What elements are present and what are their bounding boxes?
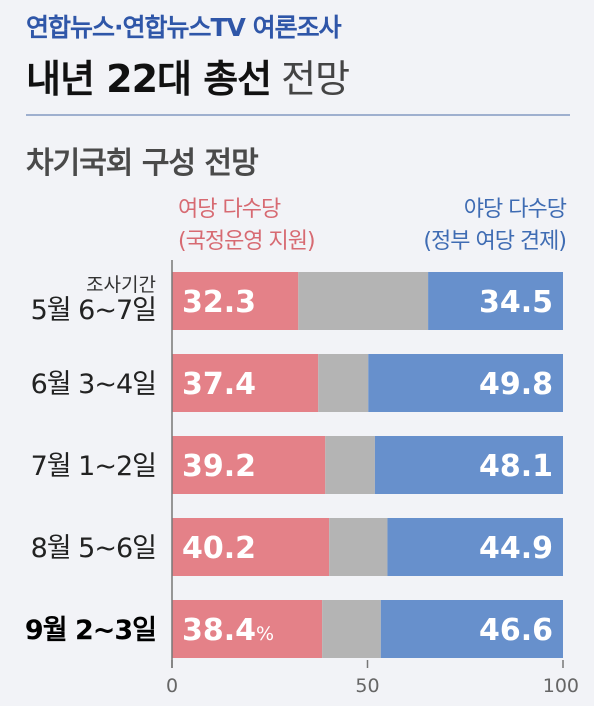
legend-opposition: 야당 다수당 (정부 여당 견제) bbox=[423, 194, 567, 258]
neutral-segment-4 bbox=[322, 600, 381, 658]
category-label-1: 6월 3~4일 bbox=[31, 369, 156, 400]
headline-light: 전망 bbox=[281, 57, 350, 101]
divider bbox=[26, 114, 570, 116]
opposition-segment-1 bbox=[368, 354, 563, 412]
ruling-segment-1 bbox=[172, 354, 319, 412]
opposition-segment-3 bbox=[387, 518, 563, 576]
x-tick-label-1: 50 bbox=[355, 675, 379, 697]
opposition-segment-2 bbox=[374, 436, 563, 494]
ruling-value-label-0: 32.3 bbox=[182, 285, 256, 320]
category-label-3: 8월 5~6일 bbox=[31, 533, 156, 564]
neutral-segment-2 bbox=[325, 436, 375, 494]
opposition-value-label-1: 49.8 bbox=[479, 367, 553, 402]
neutral-segment-3 bbox=[329, 518, 388, 576]
source-label: 연합뉴스·연합뉴스TV 여론조사 bbox=[26, 13, 342, 42]
opposition-value-label-0: 34.5 bbox=[479, 285, 553, 320]
category-label-4: 9월 2~3일 bbox=[25, 615, 156, 646]
headline: 내년 22대 총선 전망 bbox=[26, 48, 350, 103]
opposition-value-label-3: 44.9 bbox=[479, 531, 553, 566]
legend-opposition-line1: 야당 다수당 bbox=[463, 197, 567, 222]
category-label-2: 7월 1~2일 bbox=[31, 451, 156, 482]
opposition-value-label-4: 46.6 bbox=[479, 613, 553, 648]
neutral-segment-1 bbox=[318, 354, 369, 412]
period-header: 조사기간 bbox=[86, 274, 156, 296]
headline-strong: 내년 22대 총선 bbox=[26, 57, 272, 101]
ruling-value-label-1: 37.4 bbox=[182, 367, 256, 402]
ruling-segment-3 bbox=[172, 518, 330, 576]
x-tick-label-0: 0 bbox=[166, 675, 178, 697]
opposition-value-label-2: 48.1 bbox=[479, 449, 553, 484]
ruling-value-label-2: 39.2 bbox=[182, 449, 256, 484]
opposition-segment-0 bbox=[428, 272, 563, 330]
ruling-value-unit: % bbox=[256, 623, 274, 645]
legend-ruling-line1: 여당 다수당 bbox=[178, 197, 281, 222]
opposition-segment-4 bbox=[380, 600, 563, 658]
ruling-segment-4 bbox=[172, 600, 323, 658]
legend-ruling: 여당 다수당 (국정운영 지원) bbox=[178, 194, 316, 258]
legend-opposition-line2: (정부 여당 견제) bbox=[423, 229, 567, 254]
ruling-segment-0 bbox=[172, 272, 299, 330]
chart-title: 차기국회 구성 전망 bbox=[26, 146, 259, 181]
legend-ruling-line2: (국정운영 지원) bbox=[178, 229, 316, 254]
category-label-0: 5월 6~7일 bbox=[31, 295, 156, 326]
neutral-segment-0 bbox=[298, 272, 429, 330]
ruling-value-label-3: 40.2 bbox=[182, 531, 256, 566]
ruling-segment-2 bbox=[172, 436, 326, 494]
x-tick-label-2: 100 bbox=[543, 675, 579, 697]
